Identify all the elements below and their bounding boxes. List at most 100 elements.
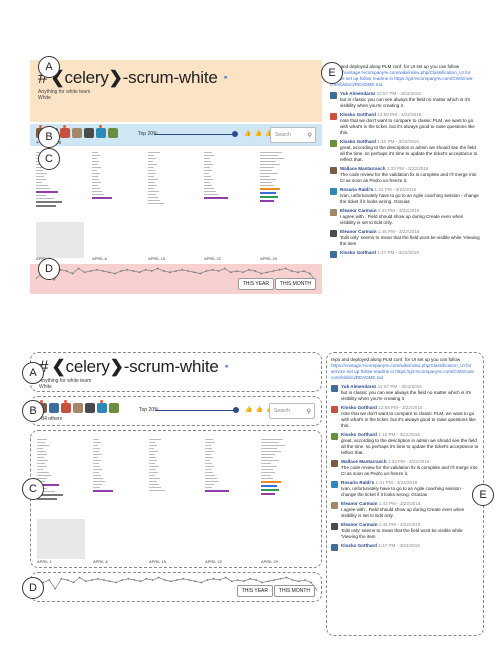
- activity-point[interactable]: [261, 581, 264, 584]
- activity-point[interactable]: [151, 579, 154, 581]
- activity-point[interactable]: [248, 268, 250, 271]
- activity-point[interactable]: [229, 271, 232, 274]
- message-link[interactable]: https://vantage.%company%.com/wiki/index…: [331, 363, 475, 380]
- activity-point[interactable]: [103, 579, 105, 581]
- avatar[interactable]: [331, 406, 338, 413]
- activity-point[interactable]: [71, 272, 74, 275]
- message-author[interactable]: Klosko Gotthard: [341, 405, 379, 410]
- activity-point[interactable]: [150, 270, 153, 272]
- activity-point[interactable]: [65, 270, 68, 272]
- message-author[interactable]: Klosko Gotthard: [340, 112, 378, 117]
- message-item[interactable]: Wallace Mantarrasch 1:33 PM - 3/22/2016 T…: [330, 166, 480, 184]
- activity-point[interactable]: [260, 272, 263, 275]
- avatar[interactable]: [331, 460, 338, 467]
- activity-point[interactable]: [218, 579, 221, 581]
- message-author[interactable]: Yuk Almendarez: [341, 384, 378, 389]
- message-item[interactable]: Klosko Gotthard 12:58 PM - 3/22/2016 note…: [330, 112, 480, 136]
- avatar[interactable]: [49, 403, 59, 413]
- link-icon[interactable]: ⚭: [223, 364, 230, 371]
- thumbs-up-icon[interactable]: 👍: [264, 131, 273, 137]
- message-item[interactable]: Yuk Almendarez 12:57 PM - 3/22/2016 but i…: [331, 384, 479, 402]
- message-author[interactable]: Wallace Mantarrasch: [341, 459, 388, 464]
- top-slider-track[interactable]: [155, 410, 235, 411]
- activity-point[interactable]: [211, 268, 214, 271]
- avatar[interactable]: [73, 403, 83, 413]
- activity-point[interactable]: [266, 271, 269, 274]
- activity-point[interactable]: [279, 577, 282, 580]
- message-list[interactable]: repo and deployed along PLM conf. for UI…: [331, 357, 479, 554]
- message-author[interactable]: Eleanor Carmain: [341, 522, 379, 527]
- activity-point[interactable]: [120, 270, 123, 272]
- activity-point[interactable]: [230, 580, 233, 583]
- activity-point[interactable]: [199, 272, 202, 275]
- activity-point[interactable]: [115, 581, 118, 584]
- avatar[interactable]: [331, 544, 338, 551]
- top-slider-handle[interactable]: [232, 131, 238, 137]
- activity-point[interactable]: [255, 579, 258, 581]
- top-slider-handle[interactable]: [233, 407, 239, 413]
- activity-point[interactable]: [194, 580, 197, 583]
- activity-point[interactable]: [96, 577, 99, 580]
- others-count[interactable]: + 84 others: [37, 416, 63, 422]
- activity-point[interactable]: [217, 270, 220, 272]
- activity-point[interactable]: [53, 278, 56, 281]
- this-month-button[interactable]: THIS MONTH: [273, 585, 315, 597]
- activity-point[interactable]: [156, 267, 159, 270]
- avatar[interactable]: [330, 113, 337, 120]
- avatar[interactable]: [108, 128, 118, 138]
- activity-point[interactable]: [249, 577, 251, 580]
- avatar[interactable]: [330, 92, 337, 99]
- message-author[interactable]: Klosko Gotthard: [340, 250, 378, 255]
- avatar[interactable]: [61, 400, 71, 413]
- activity-point[interactable]: [170, 580, 172, 583]
- search-input[interactable]: Search ⚲: [269, 403, 315, 419]
- message-item[interactable]: repo and deployed along PLM conf. for UI…: [331, 357, 479, 381]
- activity-point[interactable]: [309, 272, 311, 275]
- message-author[interactable]: Rosario Raldi's: [340, 187, 375, 192]
- activity-point[interactable]: [187, 270, 190, 272]
- message-author[interactable]: Rosario Raldi's: [341, 480, 376, 485]
- activity-point[interactable]: [181, 268, 183, 271]
- activity-point[interactable]: [108, 271, 110, 274]
- avatar[interactable]: [331, 433, 338, 440]
- message-item[interactable]: repo and deployed along PLM conf. for UI…: [330, 64, 480, 88]
- message-item[interactable]: Klosko Gotthard 12:58 PM - 3/22/2016 note…: [331, 405, 479, 429]
- avatar[interactable]: [330, 209, 337, 216]
- avatar[interactable]: [97, 400, 107, 413]
- activity-point[interactable]: [66, 579, 69, 581]
- activity-point[interactable]: [273, 579, 276, 581]
- avatar[interactable]: [60, 125, 70, 138]
- message-link[interactable]: https://vantage.%company%.com/wiki/index…: [330, 70, 474, 87]
- activity-point[interactable]: [182, 577, 184, 580]
- message-item[interactable]: Klosko Gotthard 1:10 PM - 3/22/2016 great…: [331, 432, 479, 456]
- activity-point[interactable]: [139, 580, 142, 583]
- message-item[interactable]: Wallace Mantarrasch 1:33 PM - 3/22/2016 T…: [331, 459, 479, 477]
- activity-point[interactable]: [205, 270, 208, 272]
- this-month-button[interactable]: THIS MONTH: [274, 278, 316, 290]
- top-slider-track[interactable]: [154, 134, 234, 135]
- activity-point[interactable]: [78, 576, 81, 579]
- activity-point[interactable]: [272, 270, 275, 272]
- avatar[interactable]: [72, 128, 82, 138]
- avatar[interactable]: [330, 230, 337, 237]
- message-item[interactable]: Eleanor Carmain 1:43 PM - 3/22/2016 I agr…: [330, 208, 480, 226]
- activity-point[interactable]: [48, 579, 51, 581]
- message-item[interactable]: Rosario Raldi's 1:41 PM - 3/22/2016 Ivan,…: [330, 187, 480, 205]
- activity-point[interactable]: [121, 579, 124, 581]
- activity-point[interactable]: [126, 268, 129, 271]
- activity-point[interactable]: [290, 270, 293, 272]
- thumbs-up-icon[interactable]: 👍: [255, 407, 263, 413]
- activity-point[interactable]: [278, 268, 281, 271]
- activity-point[interactable]: [243, 580, 245, 583]
- message-item[interactable]: Eleanor Carmain 1:45 PM - 3/22/2016 'Edit…: [331, 522, 479, 540]
- activity-point[interactable]: [291, 579, 294, 581]
- message-author[interactable]: Wallace Mantarrasch: [340, 166, 387, 171]
- activity-point[interactable]: [36, 277, 37, 280]
- activity-point[interactable]: [114, 272, 117, 275]
- avatar[interactable]: [84, 128, 94, 138]
- message-author[interactable]: Klosko Gotthard: [341, 543, 379, 548]
- message-item[interactable]: Klosko Gotthard 1:47 PM - 3/22/2016: [331, 543, 479, 551]
- activity-point[interactable]: [72, 581, 75, 584]
- avatar[interactable]: [109, 403, 119, 413]
- activity-point[interactable]: [77, 267, 80, 270]
